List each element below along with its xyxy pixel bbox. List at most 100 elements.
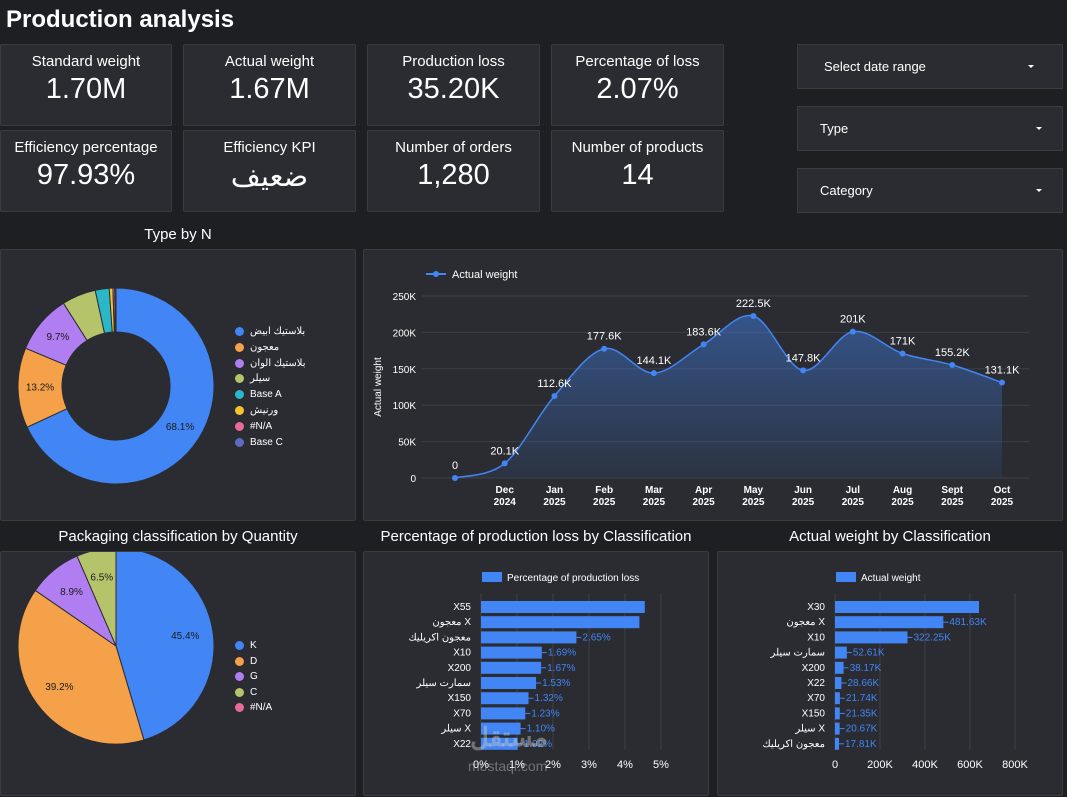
legend-dot-icon: [235, 687, 244, 697]
bar[interactable]: [481, 737, 518, 750]
bar[interactable]: [481, 601, 645, 613]
legend-item[interactable]: سيلر: [235, 373, 270, 384]
x-tick-label: Aug: [893, 485, 912, 496]
data-point[interactable]: [501, 460, 508, 467]
bar[interactable]: [835, 737, 840, 750]
bar-value-label: 52.61K: [853, 648, 885, 659]
x-tick-label: Jul: [846, 485, 861, 496]
kpi-value: 1,280: [417, 159, 490, 191]
bar-value-label: 1.23%: [531, 708, 559, 719]
legend-item[interactable]: بلاستيك ابيض: [235, 326, 305, 337]
type-dropdown[interactable]: Type: [797, 106, 1063, 151]
x-tick-label: Sept: [941, 485, 963, 496]
data-point[interactable]: [750, 313, 757, 320]
bar[interactable]: [481, 692, 529, 705]
legend-item[interactable]: Base C: [235, 437, 283, 448]
bar[interactable]: [481, 616, 640, 629]
legend-label: #N/A: [250, 420, 273, 432]
legend-label: Actual weight: [861, 573, 921, 584]
legend-item[interactable]: بلاستيك الوان: [235, 358, 305, 369]
bar[interactable]: [835, 616, 944, 629]
x-tick-label: May: [744, 485, 764, 496]
legend-dot-icon: [433, 271, 439, 277]
bar-value-label: 322.25K: [914, 632, 952, 643]
legend-label: D: [250, 655, 258, 667]
bar[interactable]: [481, 661, 542, 674]
bar[interactable]: [481, 646, 542, 659]
y-tick-label: 50K: [398, 438, 416, 449]
category-label: X22: [807, 678, 825, 689]
legend-item[interactable]: ورنيش: [235, 405, 278, 416]
x-tick-year: 2025: [792, 497, 815, 508]
data-point[interactable]: [650, 370, 657, 377]
kpi-label: Actual weight: [224, 53, 315, 70]
y-tick-label: 100K: [393, 401, 417, 412]
pie-slice[interactable]: [115, 552, 215, 741]
bar[interactable]: [835, 601, 979, 613]
data-label: 147.8K: [786, 352, 822, 364]
x-tick-year: 2025: [543, 497, 566, 508]
legend-item[interactable]: K: [235, 640, 257, 651]
kpi-value: 35.20K: [407, 73, 500, 105]
pie-slice[interactable]: [114, 287, 117, 333]
legend-label: معجون: [250, 341, 280, 353]
x-tick-label: Dec: [496, 485, 515, 496]
bar[interactable]: [481, 707, 526, 720]
slice-label: 68.1%: [166, 422, 194, 433]
data-point[interactable]: [700, 341, 707, 348]
data-point[interactable]: [849, 328, 856, 335]
slice-label: 13.2%: [26, 382, 54, 393]
data-point[interactable]: [601, 345, 608, 352]
data-label: 112.6K: [537, 378, 572, 390]
bar[interactable]: [835, 677, 842, 689]
bar[interactable]: [835, 692, 840, 705]
legend-item[interactable]: D: [235, 656, 257, 667]
pie-slice[interactable]: [17, 589, 145, 745]
bar[interactable]: [835, 661, 844, 674]
watermark-logo: مستقل: [470, 722, 548, 752]
kpi-value: 1.67M: [229, 73, 310, 105]
data-point[interactable]: [999, 379, 1005, 386]
chevron-down-icon: [1036, 127, 1042, 130]
data-point[interactable]: [800, 367, 807, 374]
data-label: 131.1K: [985, 365, 1021, 377]
legend-item[interactable]: G: [235, 671, 258, 682]
legend-item[interactable]: C: [235, 687, 257, 698]
bar[interactable]: [835, 722, 840, 735]
date-range-dropdown[interactable]: Select date range: [797, 44, 1063, 89]
kpi-value: 1.70M: [45, 73, 127, 105]
pie-slice[interactable]: [76, 552, 117, 647]
type-donut-card: 68.1% 13.2% 9.7% بلاستيك ابيض معجون بلاستيك …: [0, 249, 356, 521]
legend-label: Base A: [250, 389, 282, 401]
category-label: X30: [807, 602, 825, 613]
data-point[interactable]: [949, 362, 956, 369]
bar[interactable]: [481, 677, 537, 689]
x-tick-label: 4%: [617, 759, 633, 771]
kpi-efficiency-percentage: Efficiency percentage 97.93%: [0, 130, 172, 212]
legend-item[interactable]: Base A: [235, 389, 282, 400]
x-tick-label: 800K: [1002, 759, 1028, 771]
legend-dot-icon: [235, 406, 244, 415]
pie-slice[interactable]: [26, 287, 215, 485]
packaging-pie-chart: 45.4% 39.2% 8.9% 6.5%: [17, 552, 215, 745]
bar[interactable]: [481, 722, 521, 735]
bar-value-label: 20.67K: [846, 724, 878, 735]
legend-dot-icon: [235, 703, 244, 712]
legend-item[interactable]: معجون: [235, 342, 279, 353]
bar[interactable]: [835, 707, 840, 720]
bar-value-label: 21.74K: [846, 693, 878, 704]
bar[interactable]: [835, 631, 908, 644]
kpi-value: 97.93%: [36, 159, 136, 191]
bar[interactable]: [835, 646, 847, 659]
bar[interactable]: [481, 631, 577, 644]
data-point[interactable]: [551, 393, 558, 400]
x-tick-label: 3%: [581, 759, 597, 771]
data-point[interactable]: [452, 475, 458, 481]
donut-chart-title: Type by N: [144, 226, 212, 243]
category-dropdown[interactable]: Category: [797, 168, 1063, 213]
legend-label: K: [250, 640, 257, 651]
data-point[interactable]: [899, 350, 906, 357]
legend-dot-icon: [235, 390, 244, 400]
legend-item[interactable]: #N/A: [235, 702, 272, 713]
legend-item[interactable]: #N/A: [235, 421, 272, 432]
